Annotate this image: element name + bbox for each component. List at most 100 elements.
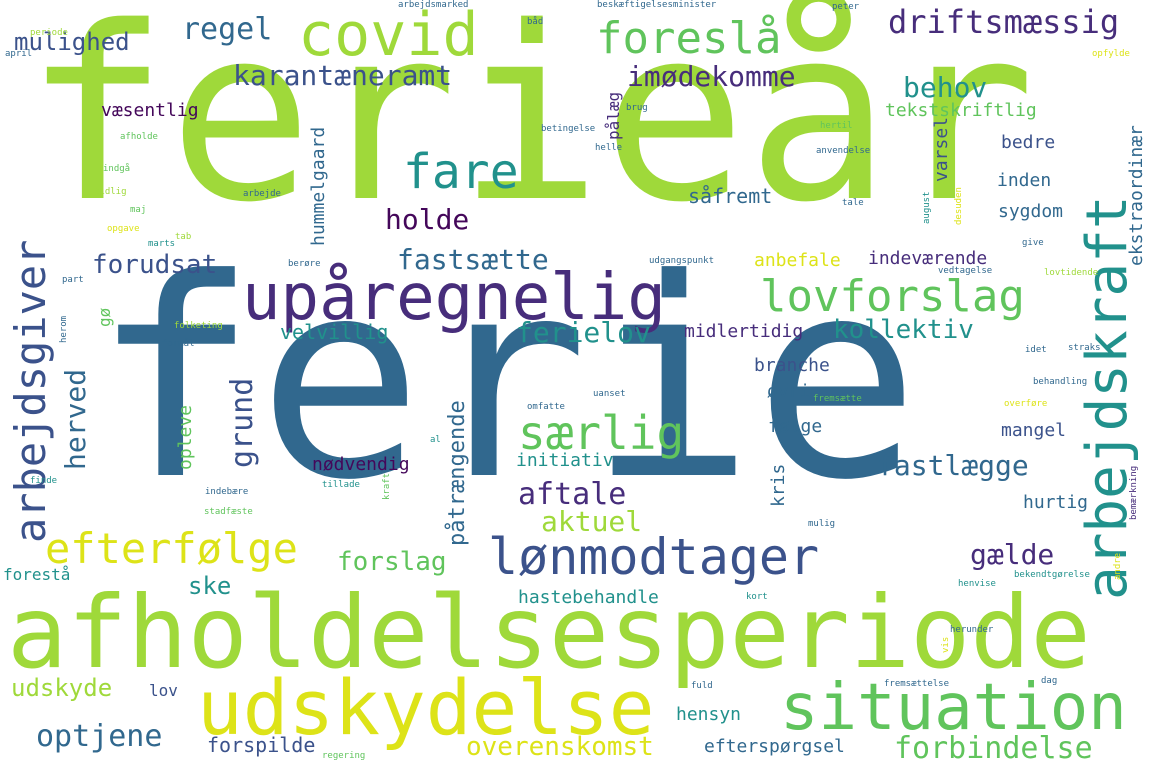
word-mangel: mangel (1001, 420, 1067, 441)
word-give: give (1022, 238, 1044, 248)
word-inden: inden (997, 170, 1052, 191)
word-aftale: aftale (518, 477, 627, 512)
word-fremsaettelse: fremsættelse (884, 679, 950, 689)
word-arbejdsgiver: arbejdsgiver (6, 239, 55, 543)
word-marts: marts (148, 239, 176, 249)
word-beroere: berøre (288, 259, 321, 269)
word-tab: tab (175, 232, 192, 242)
word-udgangspunkt: udgangspunkt (649, 256, 715, 266)
word-udskyde: udskyde (11, 674, 113, 702)
word-uanset: uanset (593, 389, 626, 399)
word-bemaerkning: bemærkning (1129, 465, 1139, 520)
word-mulig: mulig (808, 519, 836, 529)
word-ferieaar: ferieår (24, 0, 1036, 255)
word-herunder: herunder (950, 625, 994, 635)
word-kris: kris (768, 463, 789, 507)
word-ske: ske (188, 572, 232, 600)
word-omfatte: omfatte (527, 402, 565, 412)
word-forestaa: forestå (3, 565, 71, 584)
word-arbejde: arbejde (243, 189, 281, 199)
word-andre: andre (1113, 552, 1123, 580)
word-stadfaeste: stadfæste (204, 507, 253, 517)
word-forslag: forslag (337, 547, 447, 577)
word-opleve: opleve (175, 404, 196, 470)
word-august: august (922, 191, 932, 224)
word-paalaeg: pålæg (604, 91, 623, 140)
word-fare: fare (403, 144, 519, 200)
word-straks: straks (1068, 343, 1101, 353)
word-driftsmaessig: driftsmæssig (888, 3, 1120, 41)
word-indevaerende: indeværende (868, 248, 988, 269)
word-fastlaegge: fastlægge (877, 449, 1029, 482)
word-henvise: henvise (958, 579, 996, 589)
word-vedtagelse: vedtagelse (938, 266, 993, 276)
word-fuld: fuld (691, 681, 713, 691)
word-tillade: tillade (322, 480, 360, 490)
word-anbefale: anbefale (754, 250, 841, 271)
word-opfylde: opfylde (1092, 49, 1130, 59)
word-kort: kort (746, 592, 768, 602)
word-grund: grund (225, 377, 260, 468)
word-saerlig: særlig (518, 406, 685, 460)
word-opgave: opgave (107, 224, 140, 234)
word-part: part (62, 275, 84, 285)
word-vaesentlig: væsentlig (101, 100, 199, 121)
word-situation: situation (780, 671, 1127, 745)
word-noedvendig: nødvendig (312, 454, 410, 475)
word-fremsaette: fremsætte (813, 394, 862, 404)
word-periode: periode (30, 28, 68, 38)
word-lov: lov (149, 681, 178, 700)
word-ekstraordinaer: ekstraordinær (1126, 125, 1147, 266)
word-regering: regering (322, 751, 366, 761)
word-goe: gø (95, 307, 114, 327)
word-arbejdsmarked: arbejdsmarked (398, 0, 469, 10)
word-branche: branche (754, 355, 830, 376)
word-paatraengende: påtrængende (445, 400, 470, 546)
word-hurtig: hurtig (1023, 492, 1089, 513)
word-covid: covid (298, 0, 479, 70)
word-ferie: ferie (92, 220, 920, 540)
word-efterspoergsel: efterspørgsel (704, 736, 845, 757)
word-overenskomst: overenskomst (466, 732, 654, 762)
word-holde: holde (385, 203, 470, 236)
word-betingelse: betingelse (541, 124, 596, 134)
word-kollektiv: kollektiv (833, 315, 974, 345)
word-loenmodtager: lønmodtager (488, 528, 820, 586)
word-bekendtgoerelse: bekendtgørelse (1014, 570, 1090, 580)
word-tekstskriftlig: tekstskriftlig (885, 100, 1037, 121)
word-initiativ: initiativ (516, 450, 614, 471)
word-brug: brug (626, 103, 648, 113)
word-aktuel: aktuel (541, 505, 643, 538)
word-lovforslag: lovforslag (760, 271, 1025, 322)
word-fastsaette: fastsætte (397, 243, 549, 276)
word-folketing: folketing (174, 321, 223, 331)
word-indebaere: indebære (205, 487, 249, 497)
word-behandling: behandling (1033, 377, 1088, 387)
word-foreslaa: foreslå (596, 13, 782, 64)
word-finde: finde (30, 476, 58, 486)
word-hertil: hertil (820, 121, 853, 131)
word-dag: dag (1041, 676, 1058, 686)
word-hummelgaard: hummelgaard (308, 126, 329, 246)
word-formaal: formål (162, 339, 195, 349)
word-baad: båd (527, 17, 544, 27)
word-desuden: desuden (954, 187, 964, 225)
word-forbindelse: forbindelse (894, 731, 1093, 766)
word-saafremt: såfremt (688, 184, 773, 208)
word-lovtidende: lovtidende (1044, 268, 1099, 278)
word-peter: peter (832, 2, 860, 12)
word-gaelde: gælde (970, 538, 1055, 571)
word-optjene: optjene (36, 719, 163, 754)
word-behov: behov (903, 71, 988, 104)
word-imoedekomme: imødekomme (627, 60, 796, 93)
word-vis: vis (941, 636, 951, 653)
word-beskaeftigelsesminister: beskæftigelsesminister (597, 0, 717, 10)
word-bedre: bedre (1001, 132, 1056, 153)
word-foelge: følge (768, 416, 823, 437)
word-varsel: varsel (931, 116, 952, 182)
word-forudsat: forudsat (92, 250, 218, 280)
word-ferielov: ferielov (516, 316, 651, 349)
word-mulighed: mulighed (14, 28, 130, 56)
word-afholdelsesperiode: afholdelsesperiode (7, 574, 1091, 691)
